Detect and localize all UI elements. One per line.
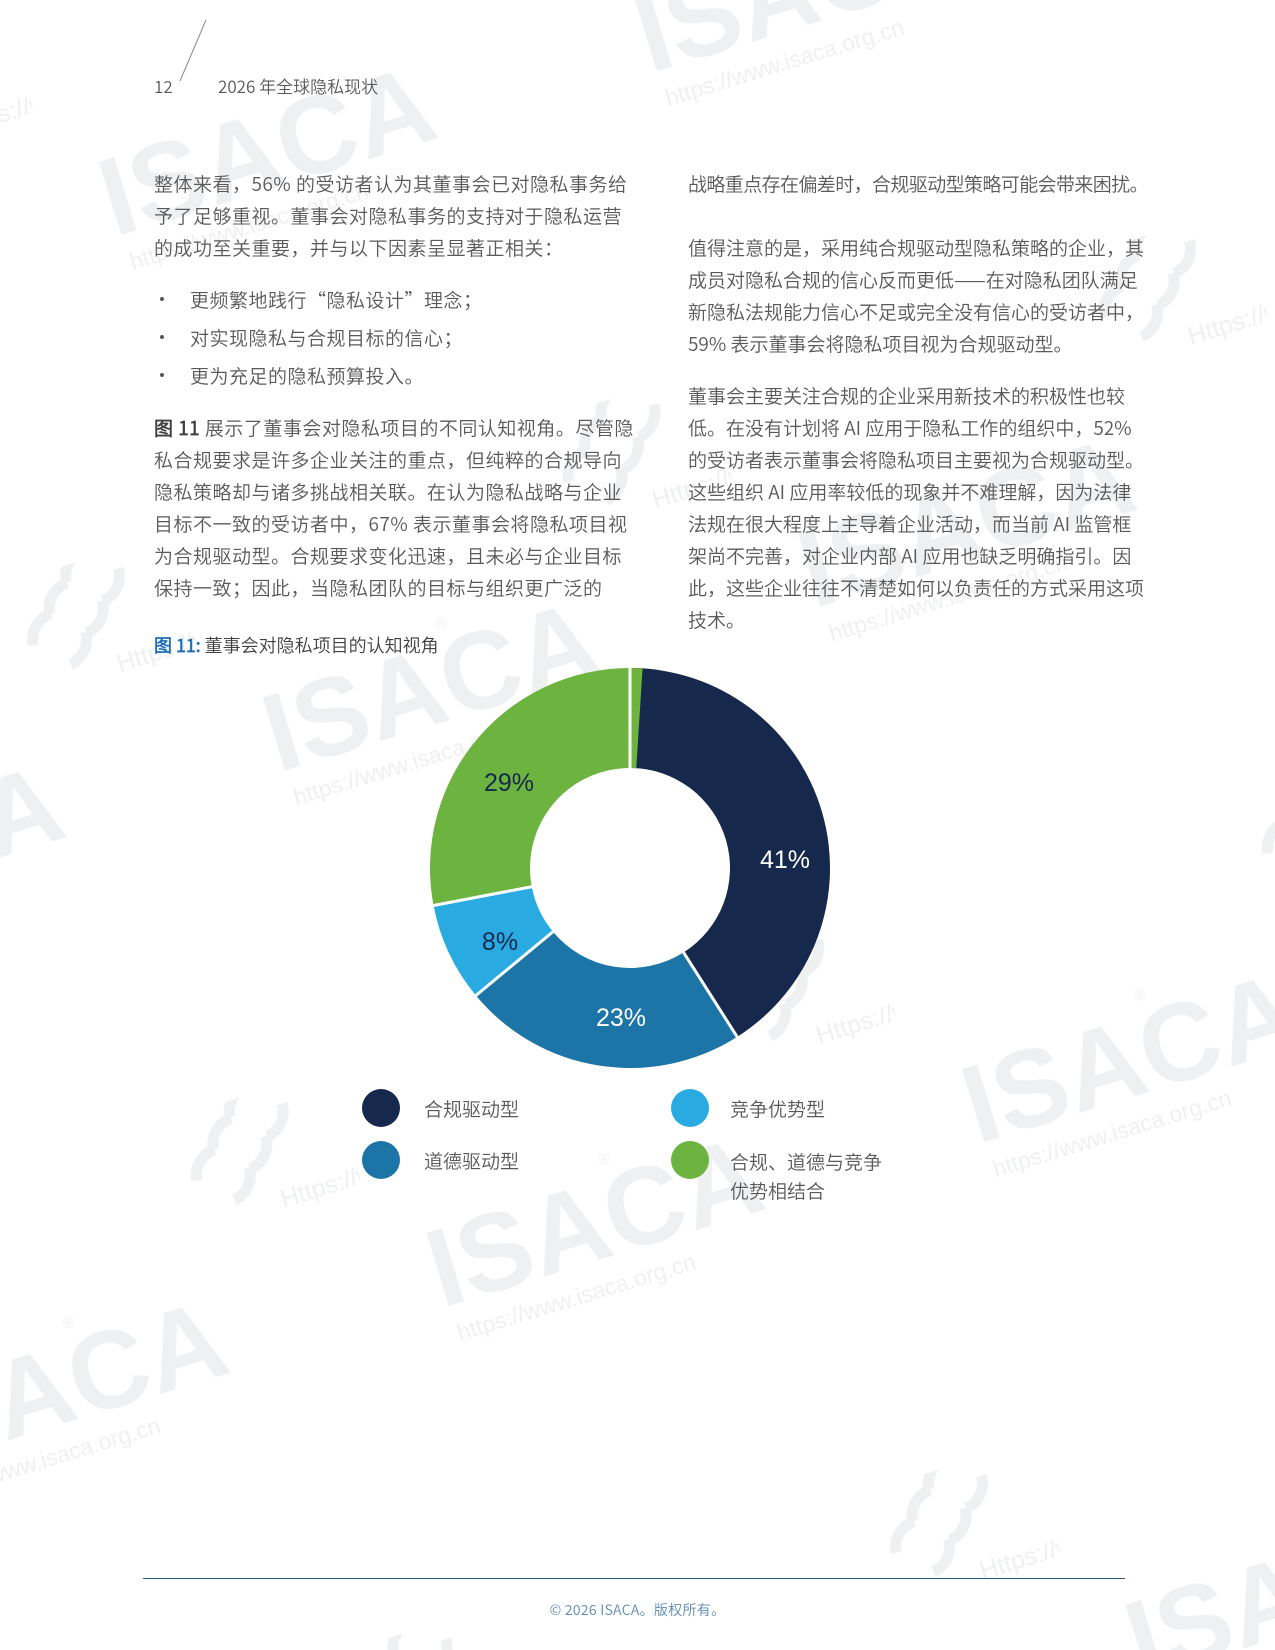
svg-text:23%: 23%: [596, 1004, 646, 1032]
svg-text:29%: 29%: [484, 769, 534, 797]
svg-text:8%: 8%: [482, 928, 518, 956]
svg-text:41%: 41%: [760, 846, 810, 874]
